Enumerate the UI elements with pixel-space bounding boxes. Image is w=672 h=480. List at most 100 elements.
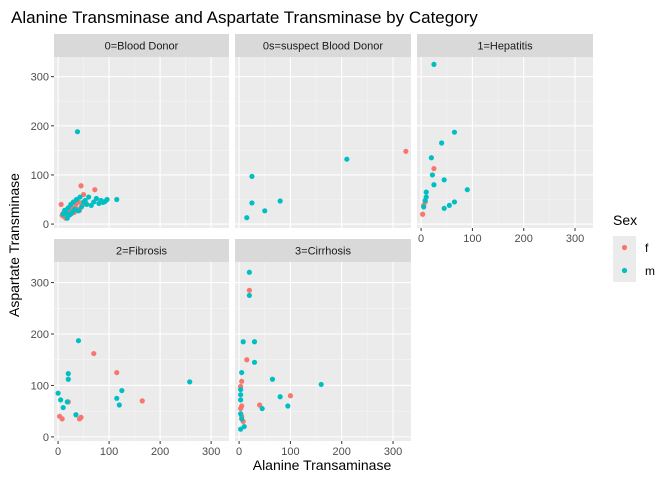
data-point [285, 403, 291, 409]
x-tick-label: 200 [515, 233, 533, 245]
facet-strip [54, 239, 229, 262]
data-point [75, 338, 82, 344]
data-point [114, 395, 120, 401]
x-tick-label: 0 [236, 446, 242, 458]
data-point [422, 197, 428, 204]
x-tick-label: 300 [384, 446, 402, 458]
legend: Sex fm [613, 212, 655, 282]
data-point [78, 183, 84, 189]
data-point [344, 156, 350, 162]
data-point [239, 416, 245, 422]
data-point [55, 390, 61, 396]
y-tick-label: 300 [31, 72, 49, 84]
data-point [431, 165, 437, 172]
data-point [82, 197, 88, 204]
data-point [287, 393, 294, 399]
data-point [86, 194, 92, 200]
legend-key-point [621, 267, 628, 274]
data-point [187, 379, 193, 385]
x-tick-label: 300 [566, 233, 584, 245]
facet-strip [417, 34, 593, 57]
data-point [420, 211, 426, 217]
y-tick-label: 200 [31, 329, 49, 341]
panel-background [235, 262, 411, 441]
data-point [431, 182, 437, 188]
data-point [441, 205, 447, 211]
facet-strip-label: 3=Cirrhosis [295, 246, 351, 258]
data-point [429, 172, 435, 178]
data-point [238, 392, 244, 398]
facet-strip-label: 0s=suspect Blood Donor [263, 41, 383, 53]
data-point [238, 386, 244, 393]
data-point [239, 369, 245, 376]
y-tick-label: 0 [43, 219, 49, 231]
data-point [60, 404, 66, 411]
data-point [249, 173, 255, 180]
y-tick-label: 0 [43, 432, 49, 444]
x-tick-label: 0 [418, 233, 424, 245]
y-tick-label: 300 [31, 278, 49, 290]
data-point [77, 194, 83, 200]
data-point [238, 426, 244, 432]
data-point [423, 189, 429, 195]
x-tick-label: 0 [55, 446, 61, 458]
data-point [244, 357, 250, 363]
data-point [76, 416, 83, 422]
data-point [73, 412, 79, 418]
data-point [428, 155, 434, 161]
data-point [139, 398, 145, 404]
data-point [246, 292, 252, 299]
data-point [240, 339, 246, 345]
panel-background [235, 57, 411, 228]
data-point [257, 402, 263, 408]
data-point [446, 202, 452, 208]
data-point [64, 399, 70, 405]
data-point [277, 394, 283, 400]
y-axis-title: Aspartate Transminase [6, 173, 22, 317]
data-point [114, 369, 120, 376]
facet-panel: 1=Hepatitis 0 100 200 300 [417, 34, 593, 245]
x-tick-label: 100 [463, 233, 481, 245]
data-point [421, 204, 427, 210]
legend-label: m [645, 264, 655, 278]
data-point [244, 215, 250, 221]
data-point [78, 204, 85, 210]
data-point [238, 405, 244, 412]
facet-panel: 3=Cirrhosis 0 100 200 300 [235, 239, 411, 458]
facet-panels: 0=Blood Donor 0 100 200 300 0s=suspect Blood … [31, 34, 593, 458]
data-point [92, 187, 98, 193]
legend-key-point [621, 244, 628, 251]
data-point [238, 397, 244, 403]
x-axis-title: Alanine Transaminase [253, 457, 392, 473]
x-tick-label: 300 [202, 446, 220, 458]
data-point [251, 359, 258, 365]
data-point [64, 215, 70, 221]
data-point [262, 208, 268, 214]
data-point [74, 129, 81, 135]
facet-strip [235, 239, 411, 262]
data-point [119, 387, 125, 394]
data-point [238, 411, 244, 417]
data-point [277, 198, 283, 204]
x-tick-label: 100 [281, 446, 299, 458]
facet-strip-label: 0=Blood Donor [105, 41, 179, 53]
facet-strip [235, 34, 411, 57]
data-point [439, 140, 445, 146]
data-point [58, 397, 64, 403]
legend-label: f [645, 241, 649, 255]
data-point [441, 177, 447, 183]
y-tick-label: 200 [31, 121, 49, 133]
data-point [403, 148, 409, 154]
y-tick-label: 100 [31, 380, 49, 392]
x-tick-label: 100 [100, 446, 118, 458]
data-point [241, 423, 247, 430]
data-point [65, 371, 71, 377]
data-point [75, 208, 82, 214]
data-point [93, 195, 99, 202]
data-point [251, 339, 258, 345]
data-point [249, 200, 255, 206]
data-point [116, 402, 122, 408]
data-point [451, 199, 458, 205]
data-point [464, 187, 470, 193]
data-point [451, 129, 458, 135]
